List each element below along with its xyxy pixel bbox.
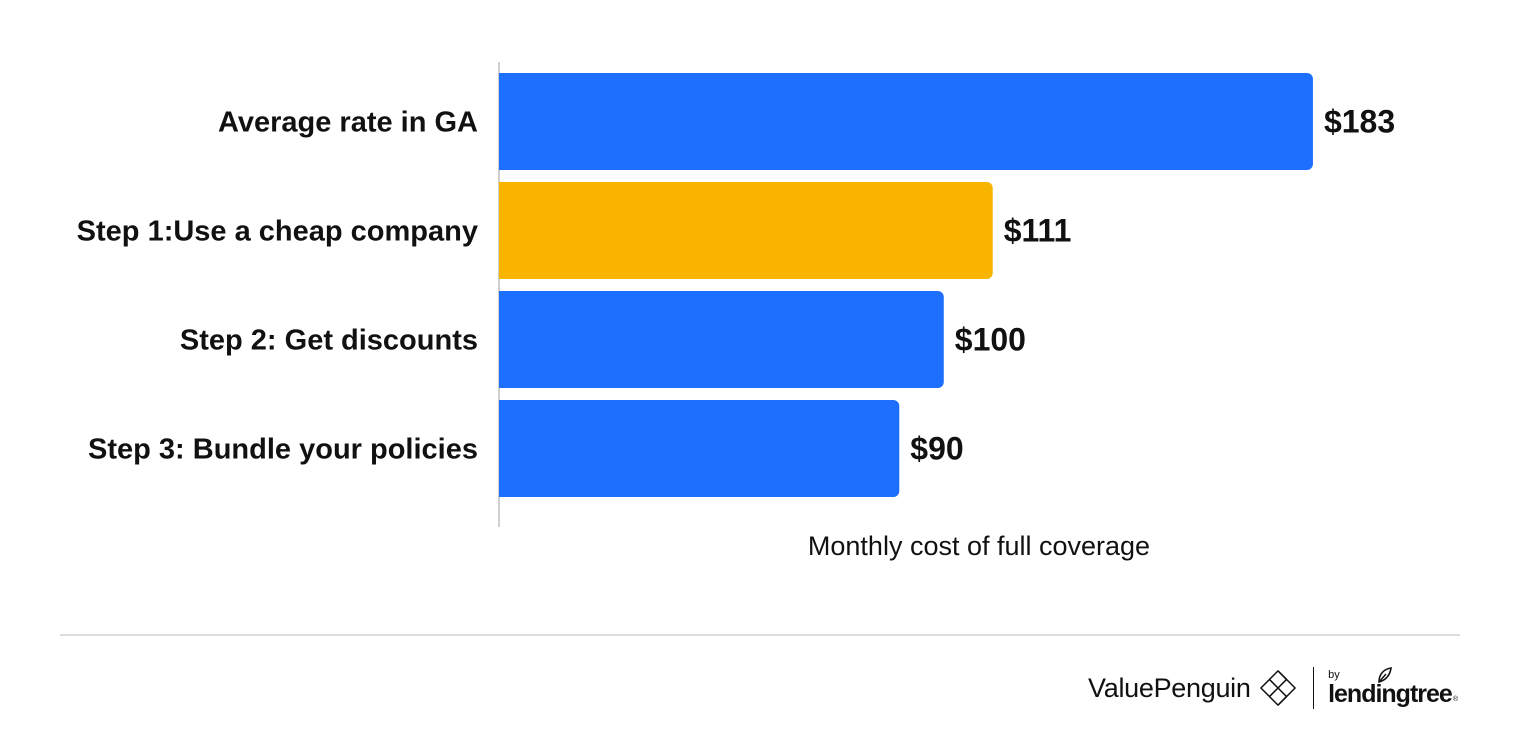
bars-layer: Average rate in GA $183 Step 1:Use a cheap… [77, 73, 1395, 497]
bar-1-base [499, 182, 507, 279]
trademark-symbol: ® [1452, 695, 1458, 703]
penguin-diamond-icon [1259, 670, 1296, 706]
bar-3 [499, 400, 900, 497]
x-axis-title: Monthly cost of full coverage [808, 531, 1150, 561]
bar-chart: Average rate in GA $183 Step 1:Use a cheap… [77, 62, 1395, 561]
lendingtree-row: lendingtree ® [1328, 679, 1458, 708]
leaf-icon [1378, 666, 1393, 683]
bar-3-base [499, 400, 507, 497]
bar-0 [499, 73, 1313, 170]
value-label-3: $90 [910, 431, 963, 467]
bar-2-base [499, 291, 507, 388]
footer-divider [60, 634, 1460, 636]
brand-separator [1312, 667, 1315, 709]
lendingtree-logo: by lendingtree ® [1328, 666, 1458, 708]
chart-area: Average rate in GA $183 Step 1:Use a cheap… [77, 62, 1395, 561]
category-label-3: Step 3: Bundle your policies [88, 434, 478, 466]
category-label-2: Step 2: Get discounts [180, 325, 478, 357]
by-text: by [1328, 668, 1340, 681]
bar-0-base [499, 73, 507, 170]
category-label-0: Average rate in GA [218, 107, 478, 139]
category-label-1: Step 1:Use a cheap company [77, 216, 478, 248]
value-label-0: $183 [1324, 104, 1395, 140]
bar-2 [499, 291, 944, 388]
value-label-2: $100 [955, 322, 1026, 358]
brand-logo: ValuePenguin by lendingtree ® [1088, 664, 1458, 712]
bar-1 [499, 182, 993, 279]
value-label-1: $111 [1004, 213, 1072, 249]
lendingtree-wordmark: lendingtree [1328, 679, 1453, 708]
brand-name: ValuePenguin [1088, 672, 1251, 703]
